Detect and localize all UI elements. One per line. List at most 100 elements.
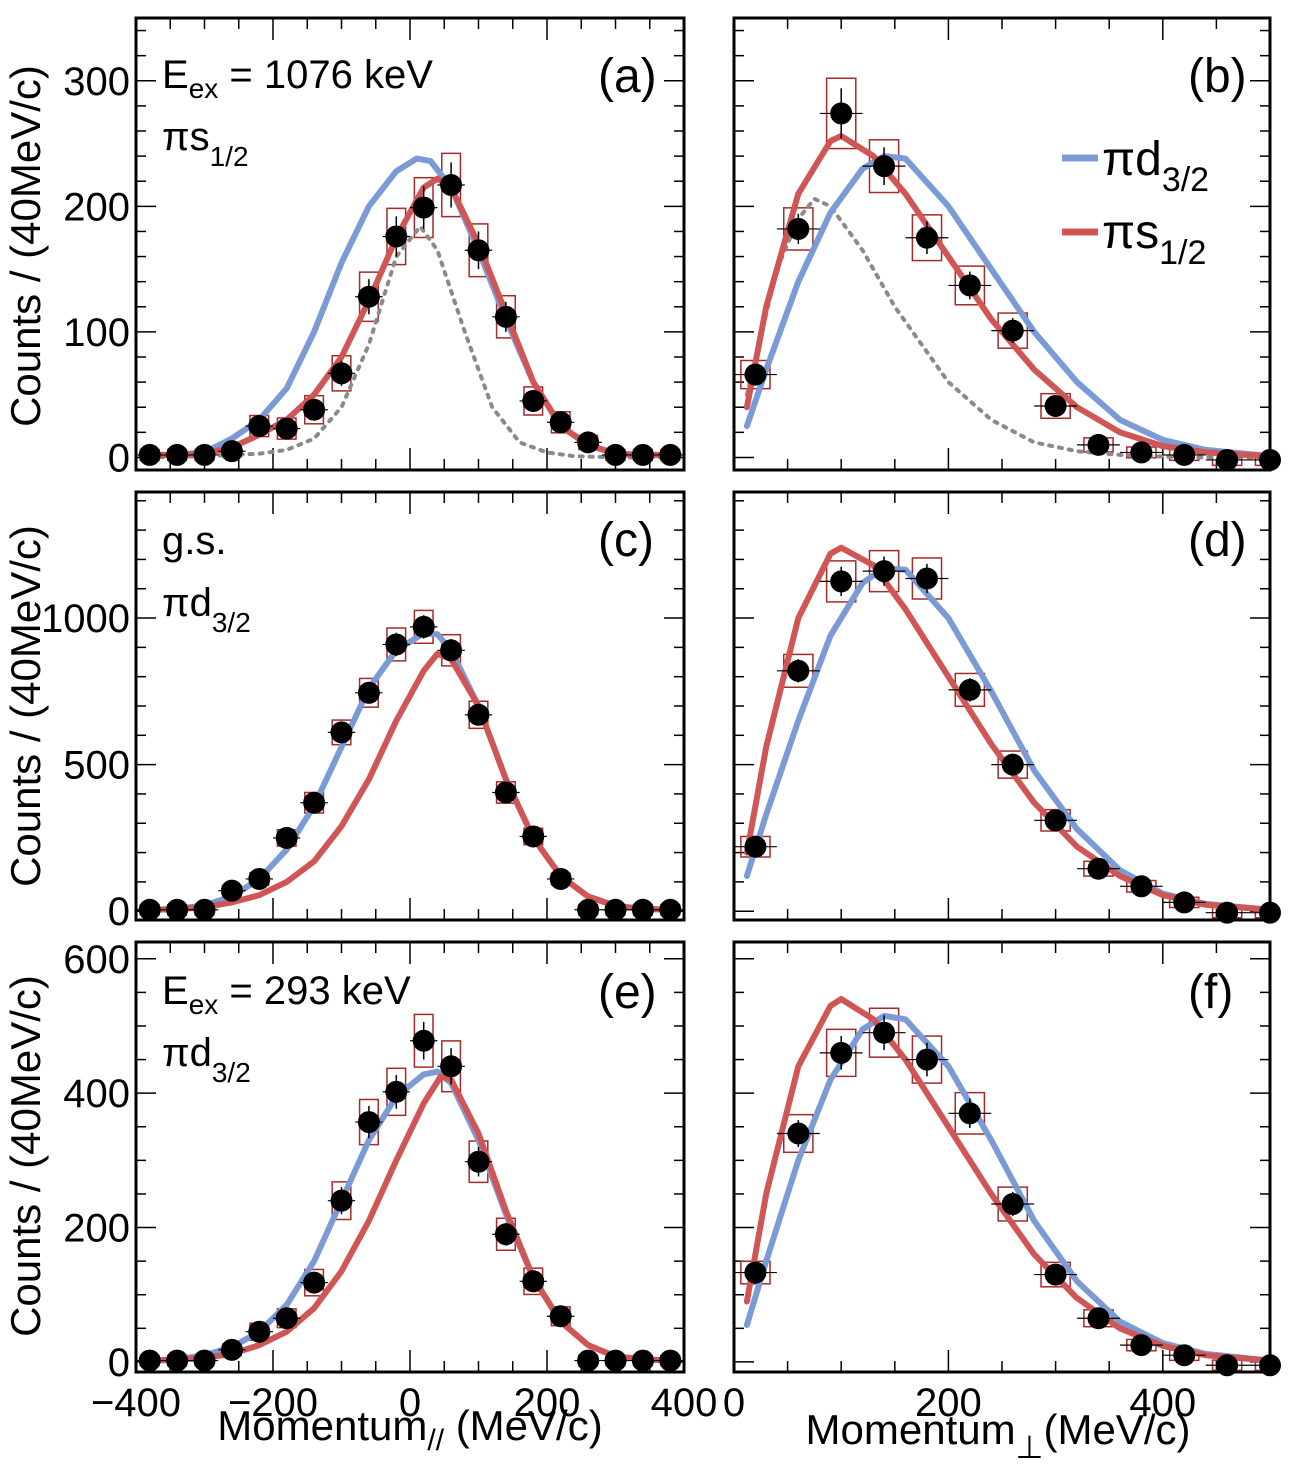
panel-b-data-point — [1130, 441, 1153, 464]
panel-f-xtick-label: 400 — [1129, 1381, 1196, 1425]
panel-e-data-point — [138, 1349, 161, 1372]
panel-a-data-point — [440, 173, 463, 196]
panel-e-s12-curve — [146, 1073, 674, 1364]
panel-b-data-point — [787, 217, 810, 240]
panel-c-data-point — [166, 898, 189, 921]
panel-e-data-point — [357, 1111, 380, 1134]
panel-d-data-point — [1130, 875, 1153, 898]
panel-e-data-point — [522, 1270, 545, 1293]
panel-f-frame — [732, 940, 1272, 1374]
panel-c-data-point — [385, 633, 408, 656]
panel-b-label: (b) — [1188, 50, 1247, 103]
panel-c-orbital-main: πd — [162, 581, 212, 625]
panel-e-orbital-sub: 3/2 — [212, 1057, 251, 1088]
panel-b-frame — [732, 16, 1272, 472]
panel-e-frame — [134, 940, 686, 1374]
panel-a-data-point — [248, 415, 271, 438]
panel-e-data-point — [385, 1080, 408, 1103]
panel-c-data-point — [220, 879, 243, 902]
panel-d-data-point — [1173, 891, 1196, 914]
panel-a-data-point — [166, 443, 189, 466]
panel-c-gs: g.s. — [162, 519, 226, 563]
panel-a-data-point — [631, 443, 654, 466]
panel-e-orbital: πd3/2 — [162, 1031, 251, 1088]
legend-s12-sub: 1/2 — [1159, 234, 1206, 272]
panel-e-energy-sub: ex — [189, 989, 219, 1020]
legend-s12-main: πs — [1102, 206, 1159, 259]
panel-a-d32-curve — [146, 155, 674, 458]
panel-b-data-point — [915, 226, 938, 249]
panel-f-label: (f) — [1188, 966, 1233, 1019]
panel-f-d32-curve — [743, 1012, 1270, 1364]
panel-f-data-point — [1130, 1334, 1153, 1357]
panel-b-d32-curve — [743, 153, 1270, 460]
panel-e-data-point — [549, 1305, 572, 1328]
panel-b — [732, 16, 1281, 472]
panel-c-data-point — [193, 898, 216, 921]
panel-e-xtick-label: 400 — [651, 1381, 718, 1425]
panel-f-data-point — [787, 1122, 810, 1145]
legend-d32-sub: 3/2 — [1162, 161, 1209, 199]
panel-a-energy-E: E — [162, 53, 189, 97]
panel-b-s12-curve — [743, 133, 1270, 460]
panel-b-data-point — [1001, 319, 1024, 342]
panel-d — [732, 490, 1281, 924]
panel-a-s12-curve — [146, 175, 674, 458]
panel-a-data-point — [494, 305, 517, 328]
xlabel-perpendicular-sub: ⊥ — [1016, 1429, 1044, 1465]
panel-a-data-point — [577, 431, 600, 454]
panel-c: 0 500 1000 — [41, 490, 686, 934]
panel-e-data-point — [220, 1338, 243, 1361]
panel-c-plot-area — [136, 609, 684, 916]
panel-c-data-point — [412, 615, 435, 638]
panel-d-data-point — [1044, 809, 1067, 832]
panel-e-data-point — [440, 1055, 463, 1078]
panel-e-d32-curve — [146, 1068, 674, 1364]
panel-c-frame — [134, 490, 686, 922]
panel-e-xtick-label: 200 — [514, 1381, 581, 1425]
panel-a-orbital: πs1/2 — [162, 115, 249, 172]
panel-f-data-point — [830, 1041, 853, 1064]
panel-c-ytick-label: 500 — [63, 744, 130, 788]
panel-e-data-point — [193, 1349, 216, 1372]
panel-e-xtick-label: −200 — [228, 1381, 318, 1425]
panel-a-data-point — [275, 417, 298, 440]
panel-e-data-point — [577, 1349, 600, 1372]
panel-a: 0 100 200 300 — [63, 16, 686, 480]
panel-d-data-point — [915, 567, 938, 590]
xlabel-parallel-unit: (MeV/c) — [444, 1402, 603, 1449]
panel-f-xtick-label: 200 — [915, 1381, 982, 1425]
panel-c-data-point — [659, 898, 682, 921]
panel-f-plot-area — [734, 996, 1270, 1372]
panel-c-data-point — [248, 867, 271, 890]
panel-c-orbital: πd3/2 — [162, 581, 251, 638]
panel-a-data-point — [412, 196, 435, 219]
panel-a-data-point — [549, 411, 572, 434]
panel-e-data-point — [330, 1189, 353, 1212]
panel-a-data-point — [220, 440, 243, 463]
panel-f: 0 200 400 — [723, 940, 1281, 1425]
panel-e-energy: Eex = 293 keV — [162, 969, 411, 1020]
panel-c-data-point — [549, 867, 572, 890]
panel-c-orbital-sub: 3/2 — [212, 607, 251, 638]
panel-a-label: (a) — [598, 50, 657, 103]
legend: πd3/2 πs1/2 — [1062, 133, 1209, 272]
panel-d-data-point — [873, 560, 896, 583]
panel-a-data-point — [330, 362, 353, 385]
legend-s12-label: πs1/2 — [1102, 206, 1206, 272]
panel-f-data-point — [1001, 1193, 1024, 1216]
panel-b-data-point — [1173, 443, 1196, 466]
panel-a-ytick-label: 0 — [108, 436, 130, 480]
panel-c-s12-curve — [146, 650, 674, 913]
panel-c-data-point — [357, 681, 380, 704]
panel-c-data-point — [522, 825, 545, 848]
panel-b-data-point — [1087, 433, 1110, 456]
xlabel-perpendicular: Momentum⊥(MeV/c) — [806, 1406, 1191, 1465]
panel-e-xtick-label: −400 — [91, 1381, 181, 1425]
panel-b-data-point — [830, 102, 853, 125]
panel-f-data-point — [1087, 1307, 1110, 1330]
panel-e-data-point — [412, 1029, 435, 1052]
xlabel-parallel-sub: // — [427, 1424, 444, 1457]
ylabel-row-3: Counts / (40MeV/c) — [2, 975, 49, 1337]
xlabel-parallel-main: Momentum — [217, 1402, 427, 1449]
